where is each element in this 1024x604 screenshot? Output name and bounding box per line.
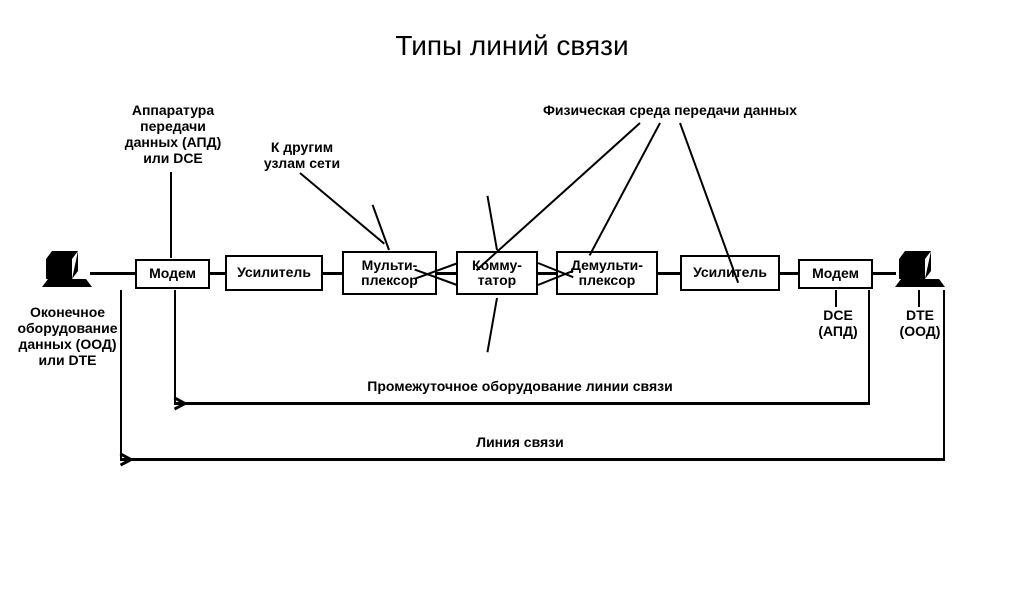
label-medium: Физическая среда передачи данных [510,102,830,118]
page-title: Типы линий связи [0,30,1024,62]
intermediate-left-drop [174,290,176,404]
label-other-nodes: К другим узлам сети [252,139,352,171]
ray [372,205,390,251]
link-left-drop [120,290,122,460]
node-switch: Комму- татор [456,251,538,295]
diagram-canvas: Модем Усилитель Мульти- плексор Комму- т… [0,72,1024,552]
callout-medium-2 [589,123,661,256]
label-ood-left: Оконечное оборудование данных (ООД) или … [0,304,135,368]
computer-left-icon [42,247,92,297]
link-right-drop [943,290,945,460]
label-dce: DCE (АПД) [808,307,868,339]
ray [486,196,498,251]
node-modem-left: Модем [135,259,210,289]
label-dte: DTE (ООД) [890,307,950,339]
link-span [120,458,945,461]
node-demux: Демульти- плексор [556,251,658,295]
callout-medium-1 [476,122,641,271]
node-amp-left: Усилитель [225,255,323,291]
computer-right-icon [895,247,945,297]
label-link: Линия связи [430,434,610,450]
intermediate-right-drop [868,290,870,404]
ray [486,298,498,353]
label-intermediate: Промежуточное оборудование линии связи [280,378,760,394]
node-modem-right: Модем [798,259,873,289]
callout-dte [918,290,920,307]
callout-apd [170,172,172,258]
intermediate-span [174,402,870,405]
label-apd: Аппаратура передачи данных (АПД) или DCE [108,102,238,166]
callout-dce [835,290,837,307]
